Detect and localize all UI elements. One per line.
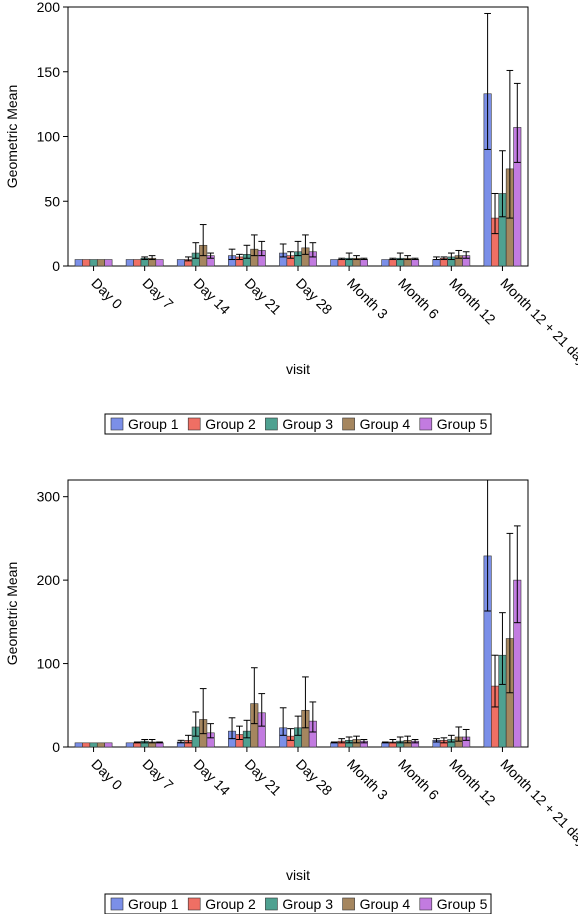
bar-group-2-day-7 [133,259,142,267]
x-tick-label-month-12: Month 12 [446,756,499,809]
x-tick-label-month-3: Month 3 [344,756,391,803]
y-axis-label: Geometric Mean [4,85,20,188]
legend-label-group-1: Group 1 [128,416,179,432]
bar-group-5-day-0 [104,259,113,267]
bar-group-5-month-6 [411,259,420,267]
legend-swatch-group-2 [187,417,201,431]
y-tick-label: 0 [52,258,60,274]
y-tick-label: 150 [37,64,61,80]
x-tick-label-day-14: Day 14 [191,275,234,318]
bar-group-3-day-0 [89,742,98,748]
legend-swatch-group-1 [110,417,124,431]
x-tick-label-day-14: Day 14 [191,756,234,799]
legend-label-group-5: Group 5 [437,416,488,432]
bar-group-1-month-6 [381,259,390,267]
bar-group-1-month-12 [432,259,441,267]
legend-label-group-2: Group 2 [205,896,256,912]
legend-label-group-4: Group 4 [360,416,411,432]
chart-panel-top: 0 50 100 150 200 Geometric Mean Day 0 Day 7 Day … [0,0,578,440]
y-tick-label: 0 [52,739,60,755]
legend-swatch-group-5 [419,417,433,431]
bar-group-5-day-7 [155,742,164,748]
legend-swatch-group-5 [419,897,433,911]
legend-box [104,413,492,435]
x-tick-label-month-12-21-days: Month 12 + 21 days [497,275,578,374]
legend-swatch-group-3 [265,417,278,431]
x-tick-label-day-21: Day 21 [242,756,285,799]
bar-group-5-month-3 [359,259,368,267]
x-tick-label-month-12-21-days: Month 12 + 21 days [497,756,578,855]
bar-group-1-day-0 [74,259,83,267]
x-tick-label-day-0: Day 0 [88,756,125,793]
x-tick-label-day-28: Day 28 [293,756,336,799]
legend-swatch-group-4 [342,897,355,911]
x-axis-label: visit [286,867,310,883]
x-tick-label-day-28: Day 28 [293,275,336,318]
legend-label-group-4: Group 4 [360,896,411,912]
x-tick-label-month-3: Month 3 [344,275,391,322]
bar-group-1-day-7 [125,742,134,748]
x-tick-label-day-7: Day 7 [140,275,177,312]
bar-group-1-day-14 [176,259,185,267]
y-tick-label: 300 [37,489,61,505]
x-tick-label-month-12: Month 12 [446,275,499,328]
bar-group-2-day-0 [82,742,91,748]
legend-label-group-1: Group 1 [128,896,179,912]
bar-group-2-month-6 [388,259,397,267]
y-tick-label: 100 [37,129,61,145]
y-tick-label: 200 [37,0,61,15]
x-tick-label-day-21: Day 21 [242,275,285,318]
legend-swatch-group-4 [342,417,355,431]
x-tick-label-day-7: Day 7 [140,756,177,793]
x-tick-label-month-6: Month 6 [395,275,442,322]
x-tick-label-day-0: Day 0 [88,275,125,312]
y-tick-label: 200 [37,572,61,588]
x-tick-label-month-6: Month 6 [395,756,442,803]
bar-group-1-day-7 [125,259,134,267]
geometric-mean-bar-chart-bottom: 0 100 200 300 Geometric Mean Day 0 Day 7 Day 14… [4,479,578,915]
bar-group-1-month-6 [381,742,390,748]
bar-group-1-month-3 [330,259,339,267]
legend-swatch-group-2 [187,897,201,911]
y-axis-label: Geometric Mean [4,562,20,665]
legend-label-group-3: Group 3 [282,416,333,432]
legend-swatch-group-1 [110,897,124,911]
geometric-mean-bar-chart-top: 0 50 100 150 200 Geometric Mean Day 0 Day 7 Day … [4,0,578,435]
legend-label-group-2: Group 2 [205,416,256,432]
bar-group-4-day-0 [96,742,105,748]
y-tick-label: 100 [37,656,61,672]
y-tick-label: 50 [44,193,60,209]
bar-group-2-day-7 [133,742,142,748]
bar-group-1-month-3 [330,742,339,748]
x-axis-label: visit [286,361,310,377]
bar-group-4-day-0 [96,259,105,267]
bar-group-2-day-0 [82,259,91,267]
bar-group-5-day-7 [155,259,164,267]
legend-label-group-3: Group 3 [282,896,333,912]
bar-group-2-month-3 [337,259,346,267]
bar-group-5-day-0 [104,742,113,748]
legend-swatch-group-3 [265,897,278,911]
plot-frame [67,479,529,748]
bar-group-3-day-0 [89,259,98,267]
chart-panel-bottom: 0 100 200 300 Geometric Mean Day 0 Day 7 Day 14… [0,470,578,915]
plot-frame [67,6,529,267]
bar-group-1-day-0 [74,742,83,748]
legend-label-group-5: Group 5 [437,896,488,912]
